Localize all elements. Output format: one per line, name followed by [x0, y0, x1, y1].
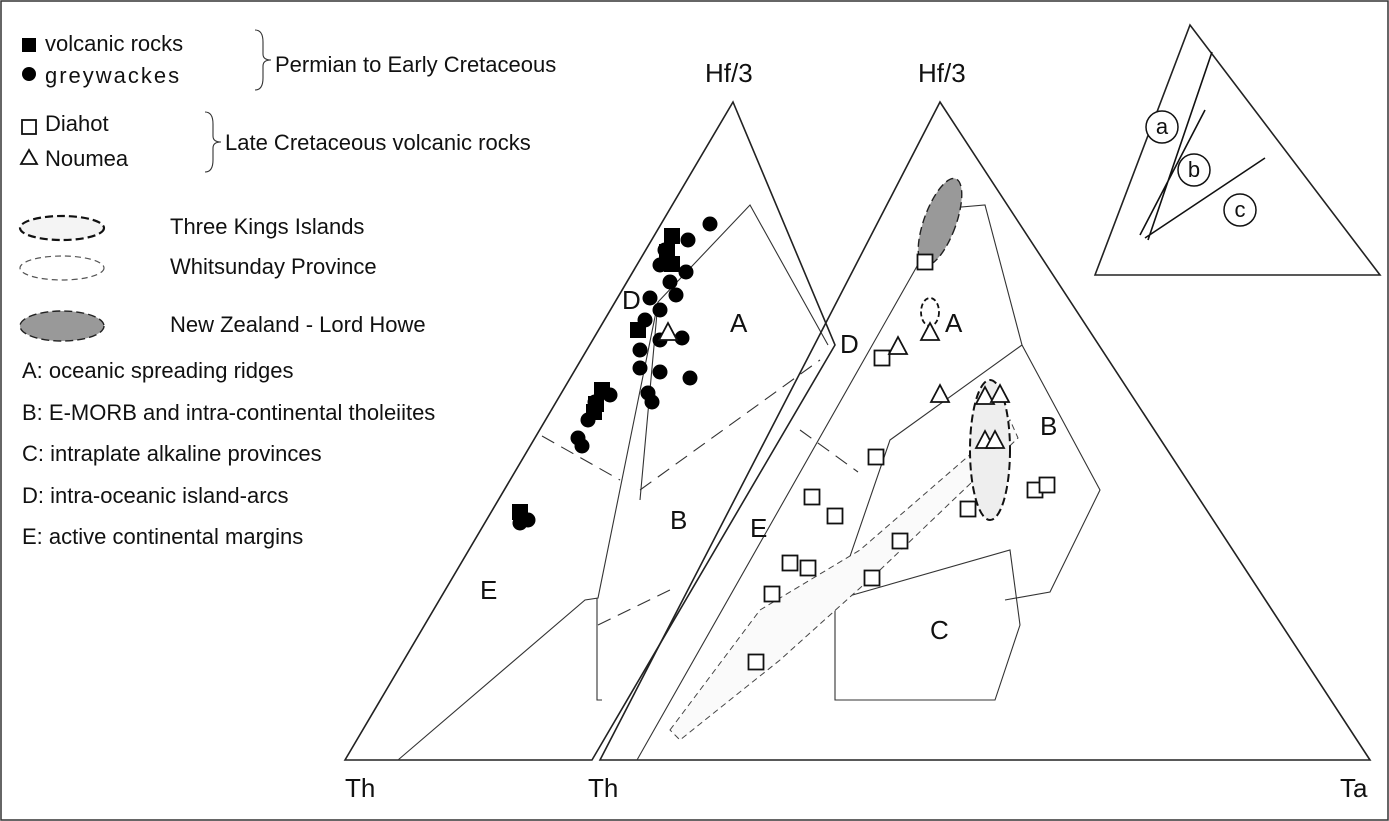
axis-label: Th [345, 773, 375, 803]
inset-label: c [1235, 197, 1246, 222]
region-label: A [730, 308, 748, 338]
field-label: B: E-MORB and intra-continental tholeiit… [22, 400, 435, 425]
region-label: D [622, 285, 641, 315]
legend-label: New Zealand - Lord Howe [170, 312, 426, 337]
greywacke-point [662, 274, 678, 290]
greywacke-point [680, 232, 696, 248]
inset-circle [1223, 193, 1257, 227]
diahot-point [1038, 476, 1056, 494]
volcanic-point [630, 322, 646, 338]
legend-symbol [19, 255, 105, 281]
diahot-point [873, 349, 891, 367]
diahot-point [763, 585, 781, 603]
greywacke-point [644, 394, 660, 410]
ternary-outline [343, 100, 836, 761]
inset-triangle [1093, 23, 1382, 276]
legend-label: volcanic rocks [45, 31, 183, 56]
greywacke-point [632, 342, 648, 358]
volcanic-point [586, 404, 602, 420]
legend-symbol [22, 67, 36, 81]
region-label: B [670, 505, 687, 535]
diahot-point [916, 253, 934, 271]
greywacke-point [682, 370, 698, 386]
inset-arrow [1139, 51, 1266, 241]
diahot-point [747, 653, 765, 671]
markers [512, 216, 1056, 671]
diahot-point [826, 507, 844, 525]
legend-symbol [19, 148, 39, 165]
axis-label: Th [588, 773, 618, 803]
noumea-point [887, 335, 909, 355]
noumea-point [974, 385, 996, 405]
inset-label: a [1156, 114, 1169, 139]
volcanic-point [512, 504, 528, 520]
three-kings-field [969, 379, 1011, 521]
legend-symbol [18, 214, 106, 242]
region-label: B [1040, 411, 1057, 441]
diahot-point [803, 488, 821, 506]
legend-symbol [21, 119, 37, 135]
noumea-point [657, 321, 679, 341]
legend-symbol [19, 310, 105, 342]
axis-label: Ta [1340, 773, 1368, 803]
legend-label: Noumea [45, 146, 129, 171]
greywacke-point [678, 264, 694, 280]
legend-symbol [22, 38, 36, 52]
greywacke-point [574, 438, 590, 454]
noumea-point [984, 429, 1006, 449]
diahot-point [959, 500, 977, 518]
brace [254, 29, 272, 91]
field-label: E: active continental margins [22, 524, 303, 549]
noumea-point [989, 383, 1011, 403]
inset-circle [1145, 110, 1179, 144]
field-label: D: intra-oceanic island-arcs [22, 483, 289, 508]
region-label: E [480, 575, 497, 605]
inset-circle [1177, 153, 1211, 187]
greywacke-point [642, 290, 658, 306]
diahot-point [781, 554, 799, 572]
legend-label: greywackes [45, 63, 181, 88]
region-label: C [930, 615, 949, 645]
greywacke-point [702, 216, 718, 232]
group-label: Permian to Early Cretaceous [275, 52, 556, 77]
greywacke-point [668, 287, 684, 303]
greywacke-point [632, 360, 648, 376]
field-boundary [799, 429, 859, 473]
greywacke-point [652, 364, 668, 380]
greywacke-point [652, 302, 668, 318]
volcanic-point [594, 382, 610, 398]
noumea-point [929, 383, 951, 403]
greywacke-point [674, 330, 690, 346]
field-label: A: oceanic spreading ridges [22, 358, 294, 383]
legend-label: Whitsunday Province [170, 254, 377, 279]
group-label: Late Cretaceous volcanic rocks [225, 130, 531, 155]
legend-label: Three Kings Islands [170, 214, 364, 239]
inset-label: b [1188, 157, 1200, 182]
ternary-outline [598, 100, 1372, 761]
diahot-point [891, 532, 909, 550]
volcanic-point [664, 256, 680, 272]
volcanic-point [664, 228, 680, 244]
region-label: A [945, 308, 963, 338]
noumea-point [919, 321, 941, 341]
region-label: D [840, 329, 859, 359]
greywacke-point [652, 257, 668, 273]
diahot-point [799, 559, 817, 577]
legend-label: Diahot [45, 111, 109, 136]
region-label: E [750, 513, 767, 543]
diahot-point [863, 569, 881, 587]
axis-label: Hf/3 [705, 58, 753, 88]
axis-label: Hf/3 [918, 58, 966, 88]
diahot-point [867, 448, 885, 466]
brace [204, 111, 222, 173]
field-boundary [541, 359, 821, 626]
field-label: C: intraplate alkaline provinces [22, 441, 322, 466]
